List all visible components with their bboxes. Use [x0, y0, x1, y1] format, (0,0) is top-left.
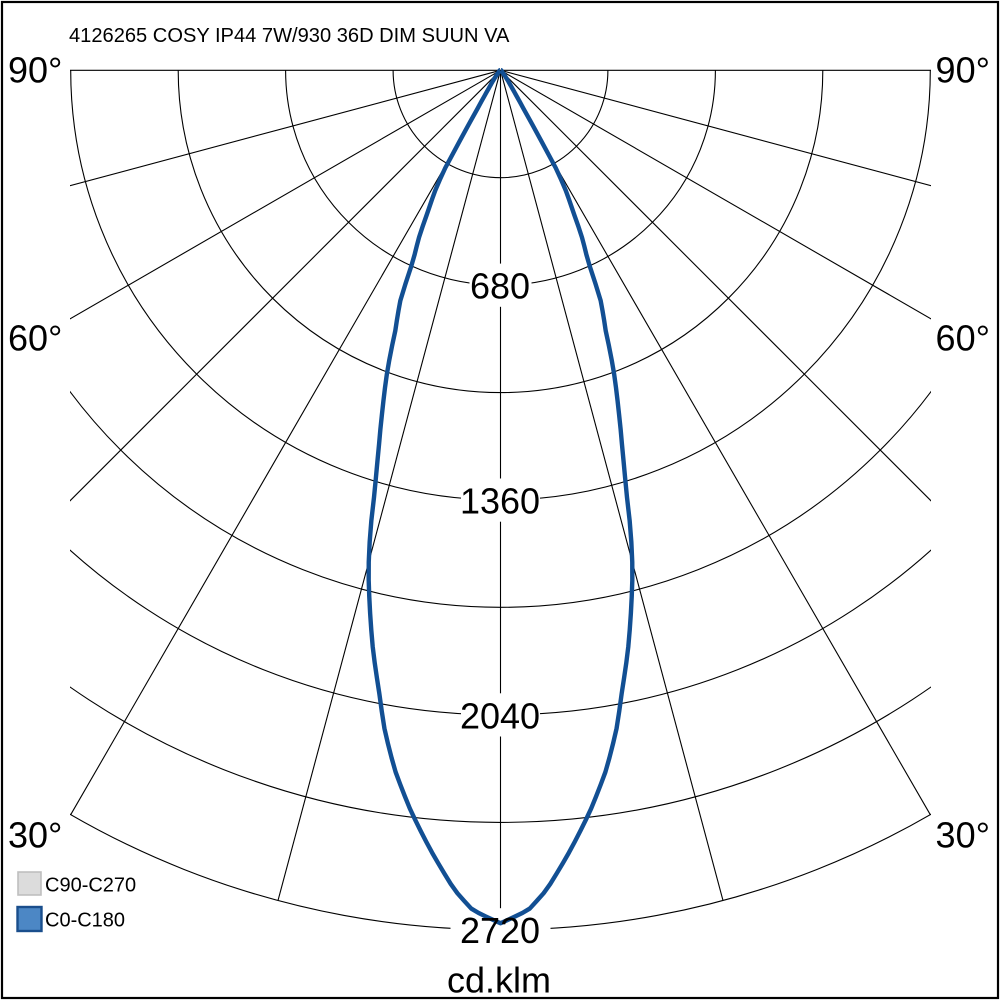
svg-text:2040: 2040	[460, 695, 540, 736]
svg-text:C90-C270: C90-C270	[45, 875, 136, 897]
svg-text:90°: 90°	[8, 50, 62, 91]
svg-text:4126265 COSY IP44 7W/930 36D D: 4126265 COSY IP44 7W/930 36D DIM SUUN VA	[69, 25, 510, 47]
svg-text:1360: 1360	[460, 481, 540, 522]
svg-text:30°: 30°	[936, 815, 990, 856]
svg-text:cd.klm: cd.klm	[447, 959, 551, 1000]
svg-text:90°: 90°	[936, 50, 990, 91]
svg-text:680: 680	[470, 266, 530, 307]
svg-text:60°: 60°	[8, 318, 62, 359]
svg-text:60°: 60°	[936, 318, 990, 359]
svg-text:2720: 2720	[460, 910, 540, 951]
svg-text:30°: 30°	[8, 815, 62, 856]
svg-text:C0-C180: C0-C180	[45, 910, 125, 932]
